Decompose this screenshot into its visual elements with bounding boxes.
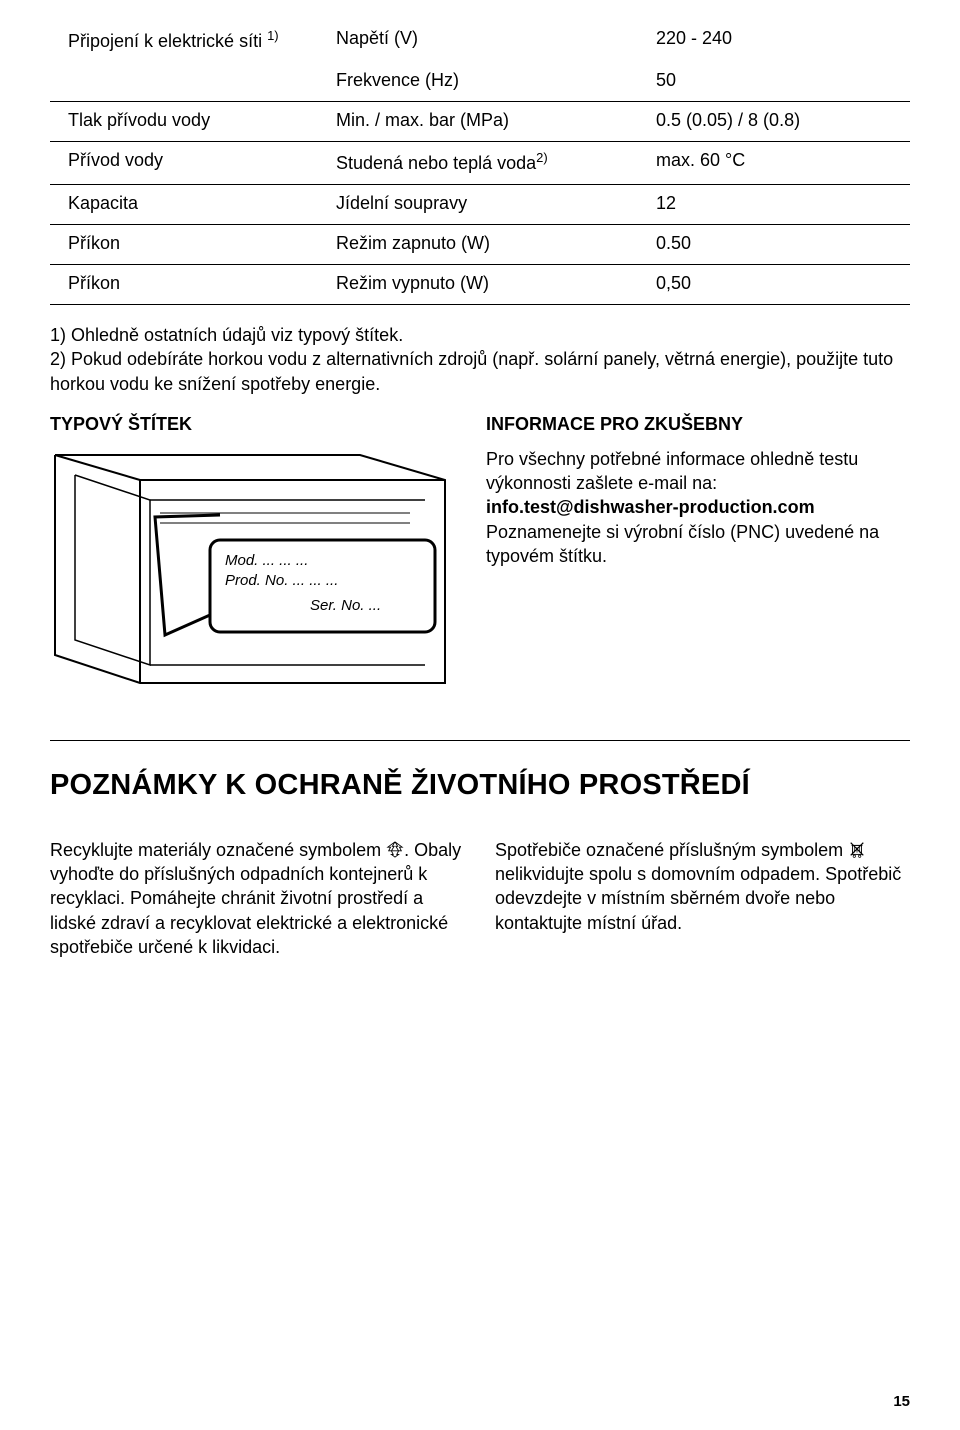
spec-row: Tlak přívodu vodyMin. / max. bar (MPa)0.… — [50, 102, 910, 142]
spec-row: KapacitaJídelní soupravy12 — [50, 185, 910, 225]
env-heading: POZNÁMKY K OCHRANĚ ŽIVOTNÍHO PROSTŘEDÍ — [50, 769, 910, 802]
spec-label: Přívod vody — [50, 142, 330, 185]
spec-value: 0.50 — [650, 225, 910, 265]
env-col2: Spotřebiče označené příslušným symbolem … — [495, 838, 910, 959]
spec-prop: Režim vypnuto (W) — [330, 265, 650, 305]
rating-plate-left: TYPOVÝ ŠTÍTEK Mod. ... ... ... Prod. No.… — [50, 414, 450, 690]
test-info-body1: Pro všechny potřebné informace ohledně t… — [486, 449, 858, 493]
spec-value: 50 — [650, 62, 910, 102]
page-number: 15 — [893, 1393, 910, 1410]
spec-prop: Min. / max. bar (MPa) — [330, 102, 650, 142]
env-col2b: nelikvidujte spolu s domovním odpadem. S… — [495, 864, 901, 933]
rating-plate-diagram: Mod. ... ... ... Prod. No. ... ... ... S… — [50, 445, 450, 685]
env-columns: Recyklujte materiály označené symbolem .… — [50, 838, 910, 959]
svg-text:Ser. No. ...: Ser. No. ... — [310, 597, 381, 614]
env-col2a: Spotřebiče označené příslušným symbolem — [495, 840, 848, 860]
rating-plate-title: TYPOVÝ ŠTÍTEK — [50, 414, 450, 435]
test-info-body: Pro všechny potřebné informace ohledně t… — [486, 447, 910, 568]
rating-plate-section: TYPOVÝ ŠTÍTEK Mod. ... ... ... Prod. No.… — [50, 414, 910, 690]
env-col1a: Recyklujte materiály označené symbolem — [50, 840, 386, 860]
spec-value: max. 60 °C — [650, 142, 910, 185]
no-bin-icon — [848, 840, 866, 858]
spec-label: Kapacita — [50, 185, 330, 225]
spec-value: 220 - 240 — [650, 20, 910, 62]
test-info-body2: Poznamenejte si výrobní číslo (PNC) uved… — [486, 522, 879, 566]
footnote-2: 2) Pokud odebíráte horkou vodu z alterna… — [50, 347, 910, 396]
spec-value: 0.5 (0.05) / 8 (0.8) — [650, 102, 910, 142]
footnote-1: 1) Ohledně ostatních údajů viz typový št… — [50, 323, 910, 347]
svg-text:Mod. ... ... ...: Mod. ... ... ... — [225, 552, 308, 569]
spec-row: Frekvence (Hz)50 — [50, 62, 910, 102]
test-info: INFORMACE PRO ZKUŠEBNY Pro všechny potře… — [486, 414, 910, 690]
spec-row: PříkonRežim zapnuto (W)0.50 — [50, 225, 910, 265]
spec-value: 0,50 — [650, 265, 910, 305]
spec-label: Příkon — [50, 225, 330, 265]
svg-text:Prod. No. ... ... ...: Prod. No. ... ... ... — [225, 572, 338, 589]
recycle-icon — [386, 840, 404, 858]
spec-label: Připojení k elektrické síti 1) — [50, 20, 330, 62]
section-divider — [50, 740, 910, 741]
spec-prop: Frekvence (Hz) — [330, 62, 650, 102]
footnotes: 1) Ohledně ostatních údajů viz typový št… — [50, 323, 910, 396]
spec-value: 12 — [650, 185, 910, 225]
spec-row: Připojení k elektrické síti 1)Napětí (V)… — [50, 20, 910, 62]
spec-table: Připojení k elektrické síti 1)Napětí (V)… — [50, 20, 910, 305]
spec-label: Tlak přívodu vody — [50, 102, 330, 142]
test-info-email: info.test@dishwasher-production.com — [486, 497, 815, 517]
env-col1: Recyklujte materiály označené symbolem .… — [50, 838, 465, 959]
spec-prop: Jídelní soupravy — [330, 185, 650, 225]
spec-row: Přívod vodyStudená nebo teplá voda2)max.… — [50, 142, 910, 185]
test-info-title: INFORMACE PRO ZKUŠEBNY — [486, 414, 910, 435]
spec-prop: Studená nebo teplá voda2) — [330, 142, 650, 185]
spec-label: Příkon — [50, 265, 330, 305]
spec-prop: Napětí (V) — [330, 20, 650, 62]
spec-label — [50, 62, 330, 102]
spec-row: PříkonRežim vypnuto (W)0,50 — [50, 265, 910, 305]
spec-prop: Režim zapnuto (W) — [330, 225, 650, 265]
